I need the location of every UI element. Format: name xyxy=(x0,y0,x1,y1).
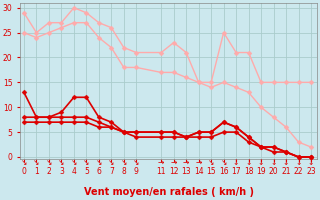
Text: ↘: ↘ xyxy=(121,158,127,167)
Text: ↘: ↘ xyxy=(96,158,102,167)
Text: ↘: ↘ xyxy=(133,158,140,167)
Text: →: → xyxy=(183,158,189,167)
Text: ↘: ↘ xyxy=(83,158,90,167)
Text: ↓: ↓ xyxy=(258,158,264,167)
X-axis label: Vent moyen/en rafales ( km/h ): Vent moyen/en rafales ( km/h ) xyxy=(84,187,254,197)
Text: ↓: ↓ xyxy=(283,158,289,167)
Text: ↘: ↘ xyxy=(208,158,214,167)
Text: ↘: ↘ xyxy=(46,158,52,167)
Text: ↘: ↘ xyxy=(58,158,65,167)
Text: ↘: ↘ xyxy=(33,158,40,167)
Text: →: → xyxy=(158,158,164,167)
Text: →: → xyxy=(196,158,202,167)
Text: ↘: ↘ xyxy=(71,158,77,167)
Text: ↓: ↓ xyxy=(233,158,239,167)
Text: ↓: ↓ xyxy=(308,158,314,167)
Text: →: → xyxy=(171,158,177,167)
Text: ↘: ↘ xyxy=(108,158,115,167)
Text: ↓: ↓ xyxy=(295,158,302,167)
Text: ↘: ↘ xyxy=(21,158,27,167)
Text: ↓: ↓ xyxy=(270,158,277,167)
Text: ↓: ↓ xyxy=(245,158,252,167)
Text: ↘: ↘ xyxy=(220,158,227,167)
